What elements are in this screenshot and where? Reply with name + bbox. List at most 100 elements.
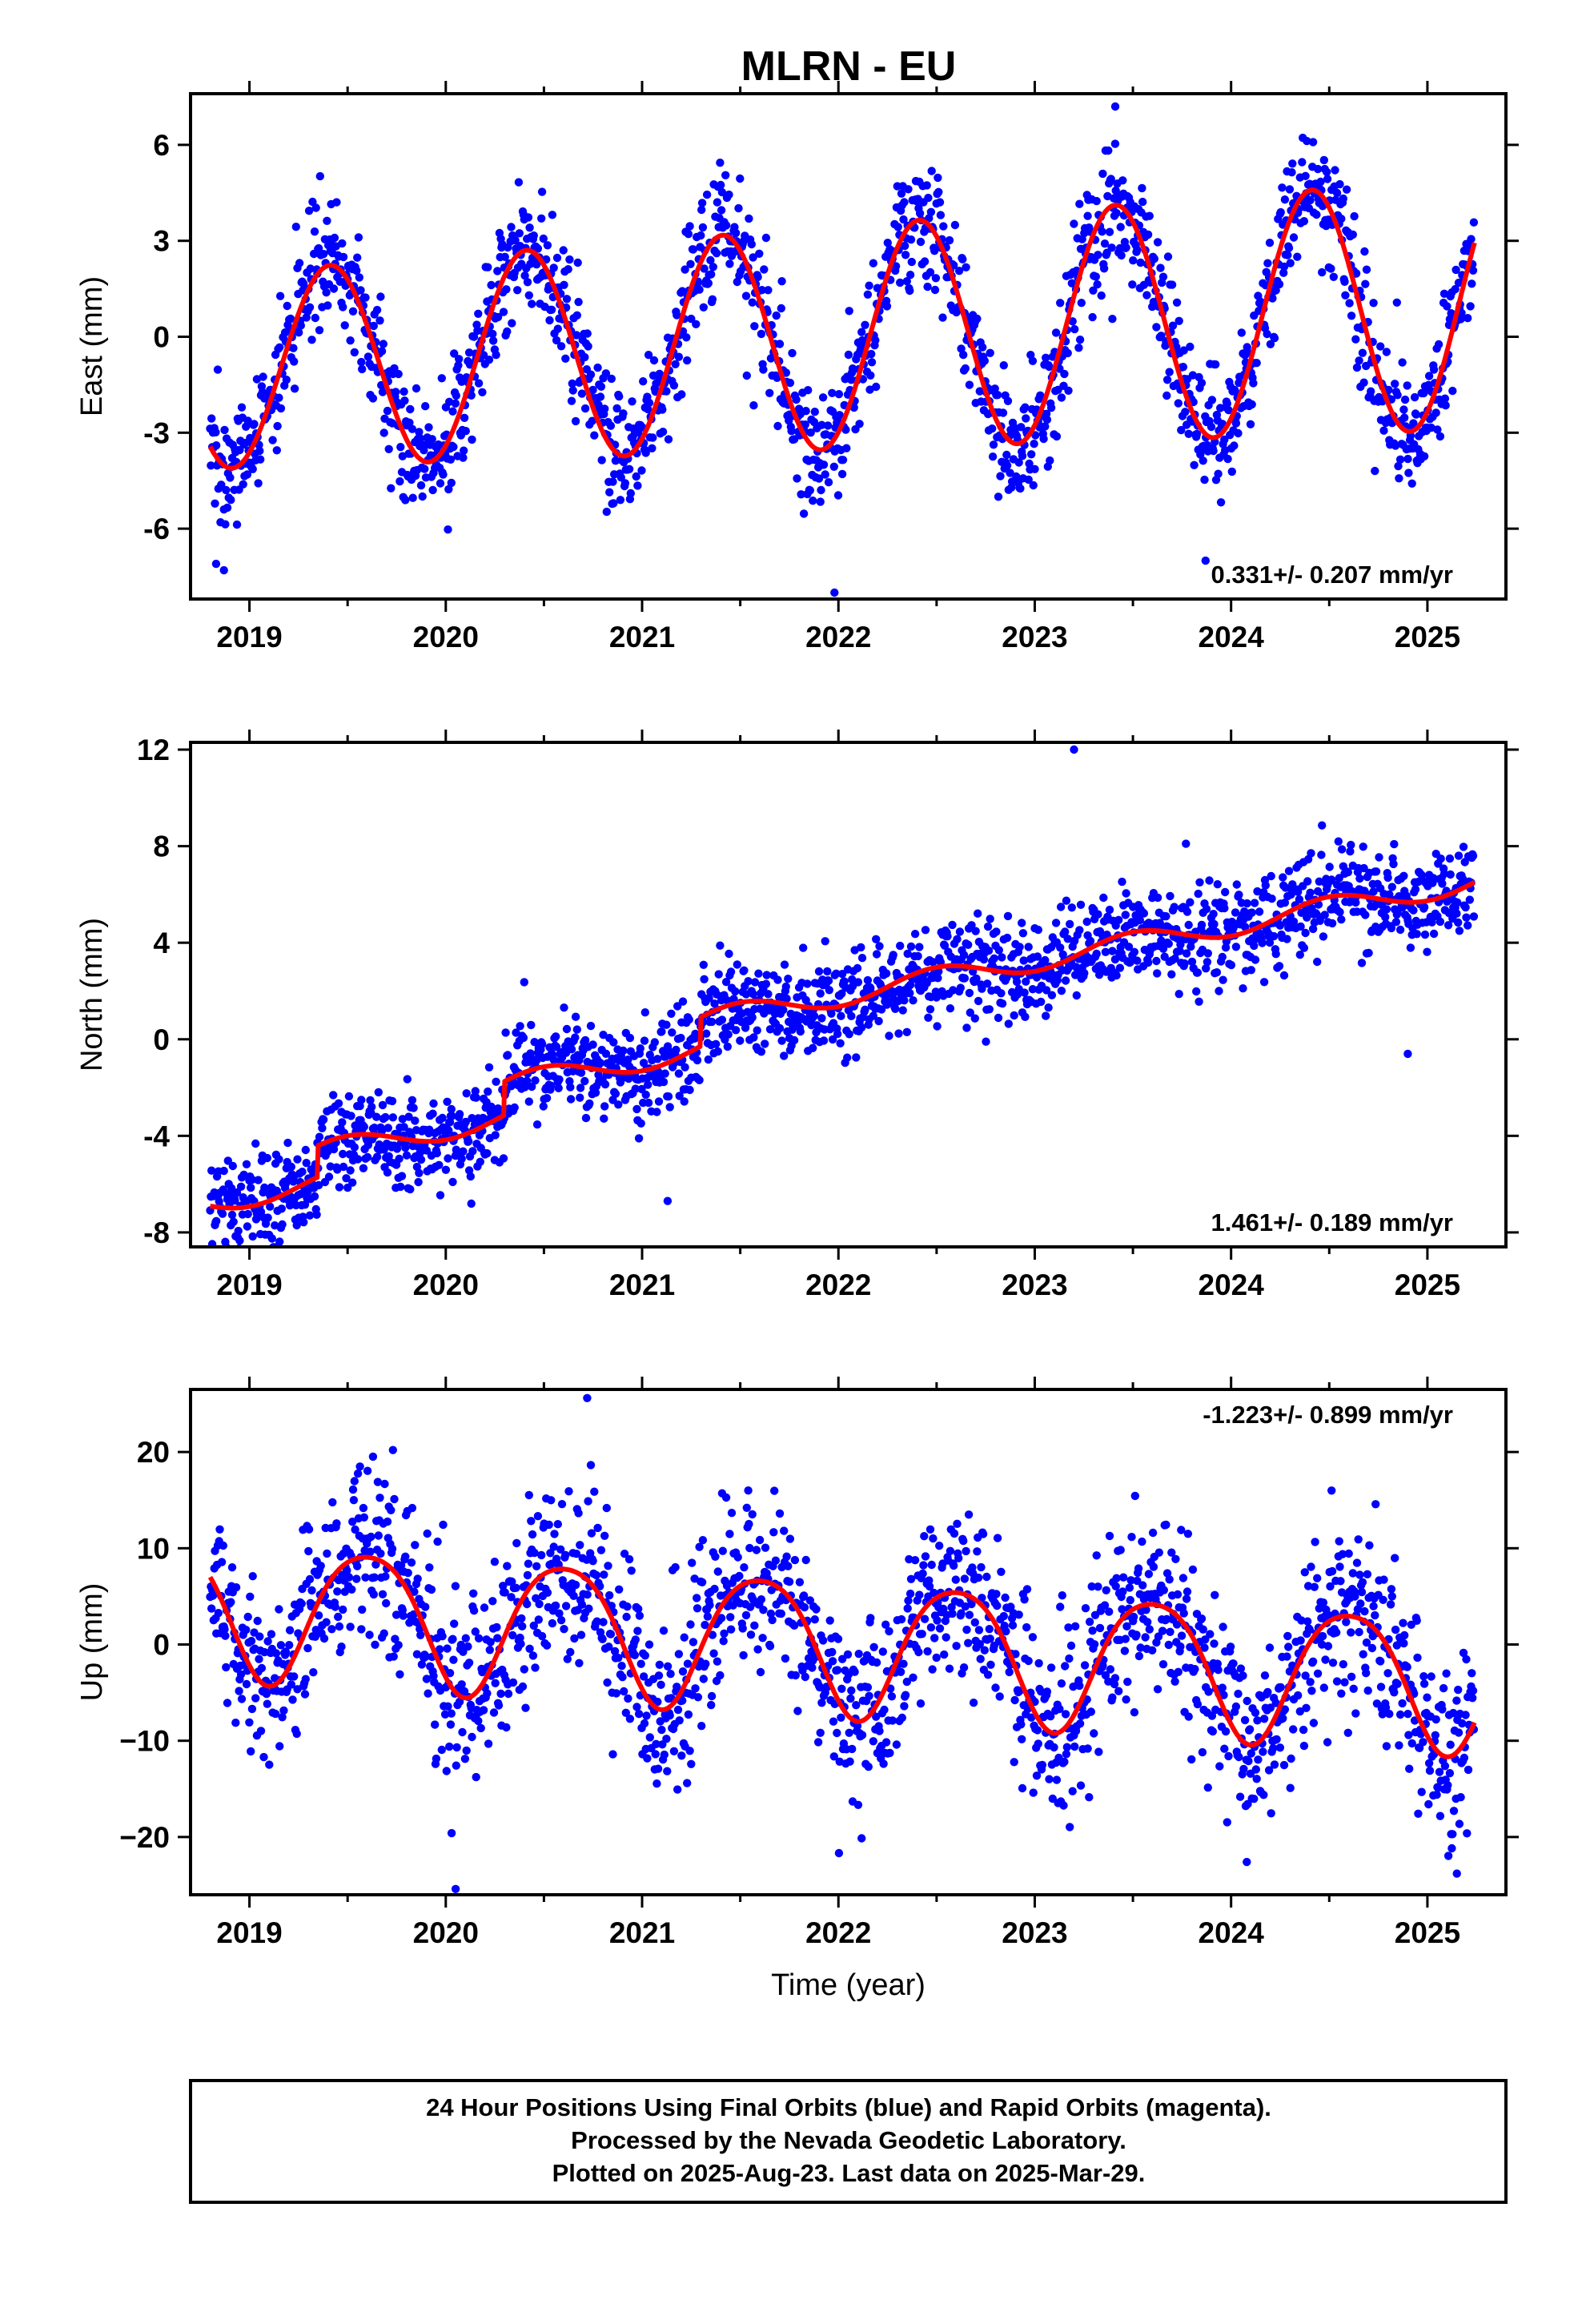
north-point (359, 1122, 368, 1132)
north-point (1259, 978, 1269, 987)
east-point (805, 486, 814, 495)
north-point (1195, 997, 1203, 1007)
east-point (488, 329, 497, 339)
north-point (926, 1005, 935, 1014)
up-point (620, 1550, 629, 1558)
east-point (1339, 194, 1348, 203)
east-point (1337, 215, 1346, 223)
north-point (1267, 895, 1276, 903)
north-point (532, 1120, 542, 1129)
east-point (406, 404, 415, 414)
up-point (624, 1554, 634, 1564)
east-point (1358, 348, 1367, 357)
north-point (650, 1038, 659, 1047)
up-point (640, 1719, 649, 1728)
up-point (339, 1605, 347, 1614)
east-point (1089, 286, 1098, 295)
north-point (1406, 943, 1415, 952)
east-point (250, 420, 259, 428)
east-point (639, 377, 648, 386)
up-point (928, 1665, 937, 1674)
north-point (275, 1155, 283, 1164)
up-point (557, 1500, 567, 1509)
up-point (917, 1630, 926, 1638)
north-point (1019, 956, 1028, 965)
up-point (227, 1598, 235, 1606)
east-point (1235, 378, 1243, 388)
north-point (943, 932, 952, 941)
up-point (279, 1706, 288, 1715)
east-point (845, 307, 853, 316)
north-point (702, 1029, 711, 1038)
east-point (901, 251, 910, 259)
east-point (1371, 466, 1379, 476)
east-point (1355, 356, 1363, 365)
east-point (1152, 323, 1161, 332)
east-y-tick-label: -6 (143, 513, 170, 545)
east-point (615, 392, 624, 401)
up-point (570, 1634, 579, 1643)
up-point (727, 1509, 737, 1518)
east-point (283, 301, 291, 311)
east-point (323, 216, 331, 225)
north-point (750, 978, 760, 987)
up-point (634, 1604, 643, 1614)
up-point (673, 1683, 681, 1691)
north-point (1028, 985, 1038, 994)
up-point (348, 1518, 357, 1526)
north-point (576, 1093, 584, 1102)
north-point (1094, 910, 1102, 919)
east-point (1411, 410, 1421, 419)
north-point (1121, 911, 1130, 919)
east-point (773, 373, 781, 382)
up-point (920, 1614, 930, 1623)
north-point (1010, 1011, 1018, 1020)
east-point (930, 247, 939, 255)
north-point (566, 1095, 576, 1104)
north-point (667, 1009, 676, 1019)
east-point (1163, 252, 1173, 261)
up-point (394, 1641, 403, 1650)
up-point (887, 1692, 897, 1701)
east-point (777, 304, 785, 313)
up-point (740, 1563, 749, 1572)
north-point (531, 1076, 540, 1085)
east-point (867, 349, 876, 359)
up-point (483, 1689, 492, 1698)
east-point (761, 233, 771, 243)
north-point (292, 1220, 301, 1230)
east-point (1099, 264, 1109, 273)
up-point (1008, 1621, 1018, 1630)
up-point (390, 1494, 399, 1504)
east-point (684, 230, 693, 239)
up-point (757, 1595, 766, 1604)
up-point (242, 1679, 251, 1689)
east-point (999, 361, 1009, 370)
up-point (531, 1663, 540, 1672)
up-point (780, 1526, 789, 1535)
east-point (1467, 235, 1476, 243)
east-point (447, 478, 456, 488)
north-point (761, 1039, 769, 1048)
east-point (350, 348, 359, 357)
east-point (1429, 365, 1439, 374)
up-point (950, 1561, 958, 1570)
north-point (625, 1033, 635, 1043)
east-point (400, 387, 408, 396)
east-point (1279, 268, 1288, 277)
up-point (396, 1670, 404, 1679)
east-point (954, 267, 964, 275)
north-point (383, 1168, 392, 1177)
up-point (673, 1785, 682, 1794)
north-point (1158, 944, 1168, 953)
east-point (1029, 480, 1038, 490)
north-point (560, 1003, 568, 1012)
north-point (803, 979, 812, 988)
east-point (524, 213, 533, 222)
north-point (416, 1155, 426, 1164)
north-point (1162, 912, 1170, 921)
east-point (606, 421, 616, 430)
north-point (967, 921, 976, 930)
up-point (288, 1695, 297, 1704)
east-point (1106, 175, 1115, 183)
